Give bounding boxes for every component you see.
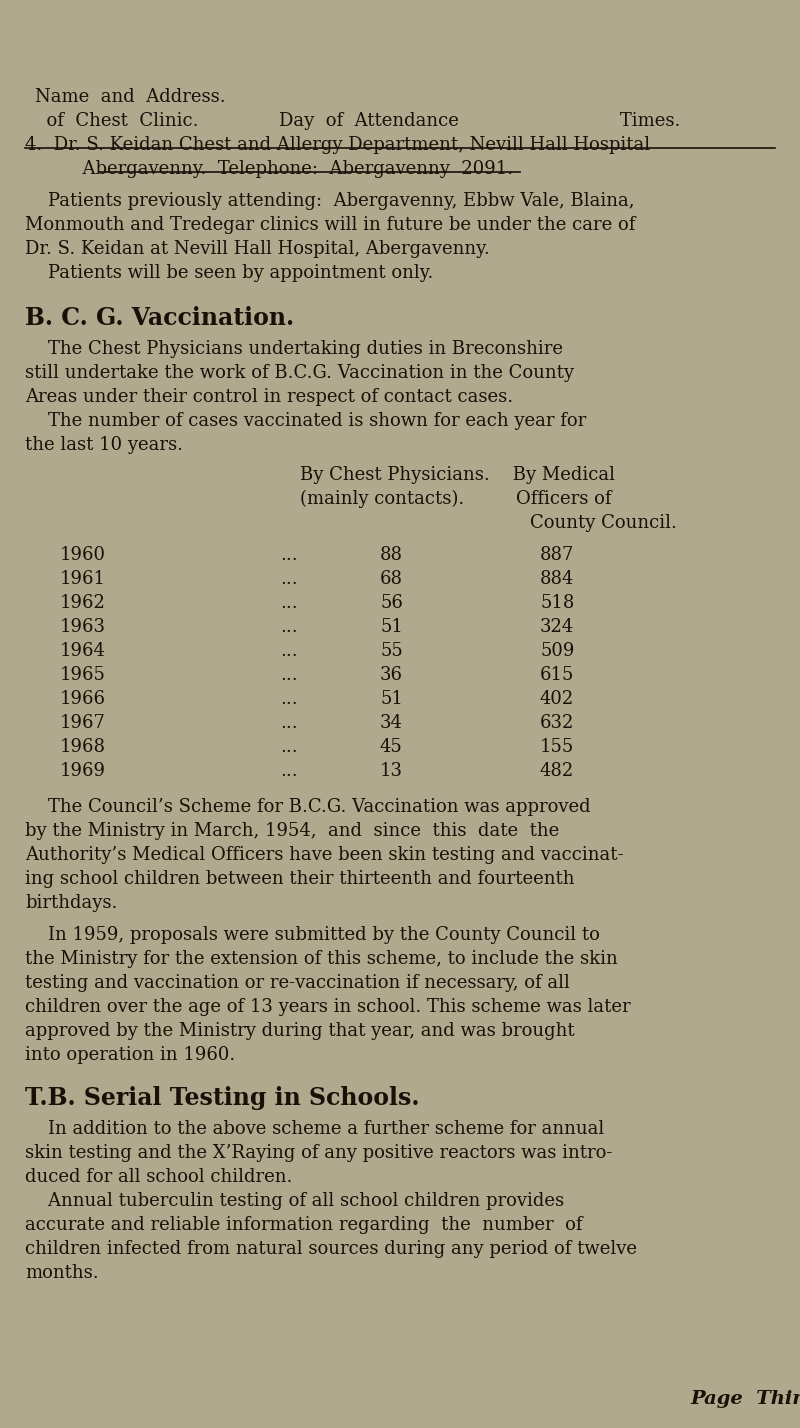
Text: In addition to the above scheme a further scheme for annual: In addition to the above scheme a furthe…	[25, 1120, 604, 1138]
Text: 55: 55	[380, 643, 402, 660]
Text: the last 10 years.: the last 10 years.	[25, 436, 183, 454]
Text: months.: months.	[25, 1264, 98, 1282]
Text: The Council’s Scheme for B.C.G. Vaccination was approved: The Council’s Scheme for B.C.G. Vaccinat…	[25, 798, 590, 815]
Text: 402: 402	[540, 690, 574, 708]
Text: still undertake the work of B.C.G. Vaccination in the County: still undertake the work of B.C.G. Vacci…	[25, 364, 574, 383]
Text: ing school children between their thirteenth and fourteenth: ing school children between their thirte…	[25, 870, 574, 888]
Text: ...: ...	[280, 618, 298, 635]
Text: The Chest Physicians undertaking duties in Breconshire: The Chest Physicians undertaking duties …	[25, 340, 563, 358]
Text: 1967: 1967	[60, 714, 106, 733]
Text: 615: 615	[540, 665, 574, 684]
Text: the Ministry for the extension of this scheme, to include the skin: the Ministry for the extension of this s…	[25, 950, 618, 968]
Text: (mainly contacts).         Officers of: (mainly contacts). Officers of	[300, 490, 611, 508]
Text: Dr. S. Keidan at Nevill Hall Hospital, Abergavenny.: Dr. S. Keidan at Nevill Hall Hospital, A…	[25, 240, 490, 258]
Text: 1963: 1963	[60, 618, 106, 635]
Text: 632: 632	[540, 714, 574, 733]
Text: 45: 45	[380, 738, 402, 755]
Text: ...: ...	[280, 545, 298, 564]
Text: B. C. G. Vaccination.: B. C. G. Vaccination.	[25, 306, 294, 330]
Text: 509: 509	[540, 643, 574, 660]
Text: approved by the Ministry during that year, and was brought: approved by the Ministry during that yea…	[25, 1022, 574, 1040]
Text: 884: 884	[540, 570, 574, 588]
Text: 1964: 1964	[60, 643, 106, 660]
Text: duced for all school children.: duced for all school children.	[25, 1168, 292, 1187]
Text: Name  and  Address.: Name and Address.	[35, 89, 226, 106]
Text: ...: ...	[280, 570, 298, 588]
Text: 1960: 1960	[60, 545, 106, 564]
Text: Monmouth and Tredegar clinics will in future be under the care of: Monmouth and Tredegar clinics will in fu…	[25, 216, 635, 234]
Text: ...: ...	[280, 714, 298, 733]
Text: ...: ...	[280, 665, 298, 684]
Text: 1965: 1965	[60, 665, 106, 684]
Text: Annual tuberculin testing of all school children provides: Annual tuberculin testing of all school …	[25, 1192, 564, 1210]
Text: 36: 36	[380, 665, 403, 684]
Text: 68: 68	[380, 570, 403, 588]
Text: Patients previously attending:  Abergavenny, Ebbw Vale, Blaina,: Patients previously attending: Abergaven…	[25, 191, 634, 210]
Text: 51: 51	[380, 618, 403, 635]
Text: 34: 34	[380, 714, 403, 733]
Text: ...: ...	[280, 594, 298, 613]
Text: 56: 56	[380, 594, 403, 613]
Text: by the Ministry in March, 1954,  and  since  this  date  the: by the Ministry in March, 1954, and sinc…	[25, 823, 559, 840]
Text: ...: ...	[280, 643, 298, 660]
Text: 88: 88	[380, 545, 403, 564]
Text: Page  Thirty-nine: Page Thirty-nine	[690, 1389, 800, 1408]
Text: 518: 518	[540, 594, 574, 613]
Text: The number of cases vaccinated is shown for each year for: The number of cases vaccinated is shown …	[25, 413, 586, 430]
Text: Areas under their control in respect of contact cases.: Areas under their control in respect of …	[25, 388, 513, 406]
Text: 1962: 1962	[60, 594, 106, 613]
Text: 4.  Dr. S. Keidan Chest and Allergy Department, Nevill Hall Hospital: 4. Dr. S. Keidan Chest and Allergy Depar…	[25, 136, 650, 154]
Text: Authority’s Medical Officers have been skin testing and vaccinat-: Authority’s Medical Officers have been s…	[25, 845, 623, 864]
Text: By Chest Physicians.    By Medical: By Chest Physicians. By Medical	[300, 466, 615, 484]
Text: 51: 51	[380, 690, 403, 708]
Text: accurate and reliable information regarding  the  number  of: accurate and reliable information regard…	[25, 1217, 582, 1234]
Text: Abergavenny.  Telephone:  Abergavenny  2091.: Abergavenny. Telephone: Abergavenny 2091…	[25, 160, 513, 178]
Text: into operation in 1960.: into operation in 1960.	[25, 1045, 235, 1064]
Text: ...: ...	[280, 738, 298, 755]
Text: ...: ...	[280, 690, 298, 708]
Text: testing and vaccination or re-vaccination if necessary, of all: testing and vaccination or re-vaccinatio…	[25, 974, 570, 992]
Text: Patients will be seen by appointment only.: Patients will be seen by appointment onl…	[25, 264, 434, 281]
Text: In 1959, proposals were submitted by the County Council to: In 1959, proposals were submitted by the…	[25, 925, 600, 944]
Text: 1968: 1968	[60, 738, 106, 755]
Text: 13: 13	[380, 763, 403, 780]
Text: County Council.: County Council.	[530, 514, 677, 533]
Text: ...: ...	[280, 763, 298, 780]
Text: 1961: 1961	[60, 570, 106, 588]
Text: 1966: 1966	[60, 690, 106, 708]
Text: 324: 324	[540, 618, 574, 635]
Text: 887: 887	[540, 545, 574, 564]
Text: skin testing and the X’Raying of any positive reactors was intro-: skin testing and the X’Raying of any pos…	[25, 1144, 612, 1162]
Text: 482: 482	[540, 763, 574, 780]
Text: children infected from natural sources during any period of twelve: children infected from natural sources d…	[25, 1240, 637, 1258]
Text: birthdays.: birthdays.	[25, 894, 118, 912]
Text: of  Chest  Clinic.              Day  of  Attendance                            T: of Chest Clinic. Day of Attendance T	[35, 111, 680, 130]
Text: children over the age of 13 years in school. This scheme was later: children over the age of 13 years in sch…	[25, 998, 630, 1015]
Text: 155: 155	[540, 738, 574, 755]
Text: T.B. Serial Testing in Schools.: T.B. Serial Testing in Schools.	[25, 1087, 419, 1110]
Text: 1969: 1969	[60, 763, 106, 780]
